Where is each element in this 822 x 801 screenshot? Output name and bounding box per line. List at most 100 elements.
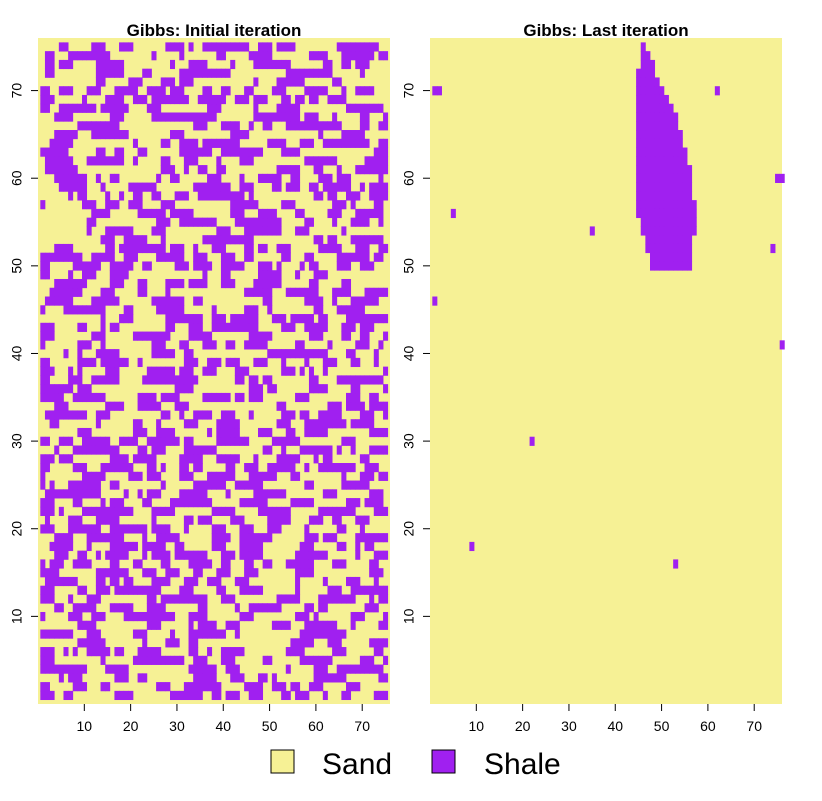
heatmap-cell-shale bbox=[650, 235, 656, 245]
heatmap-cell-shale bbox=[369, 541, 375, 552]
heatmap-cell-shale bbox=[378, 182, 384, 192]
heatmap-cell-shale bbox=[170, 200, 176, 210]
heatmap-cell-shale bbox=[211, 182, 217, 192]
heatmap-cell-shale bbox=[114, 156, 120, 166]
heatmap-cell-shale bbox=[183, 94, 189, 105]
heatmap-cell-shale bbox=[105, 682, 111, 692]
heatmap-cell-shale bbox=[230, 419, 236, 429]
heatmap-cell-shale bbox=[262, 655, 268, 665]
heatmap-cell-shale bbox=[650, 182, 656, 192]
heatmap-cell-shale bbox=[220, 585, 226, 595]
heatmap-cell-shale bbox=[645, 59, 651, 70]
heatmap-cell-shale bbox=[668, 208, 674, 219]
heatmap-cell-shale bbox=[95, 349, 101, 359]
heatmap-cell-shale bbox=[202, 121, 208, 131]
heatmap-cell-shale bbox=[128, 182, 134, 192]
heatmap-cell-shale bbox=[44, 664, 50, 674]
heatmap-cell-shale bbox=[207, 515, 213, 525]
heatmap-cell-shale bbox=[100, 340, 106, 350]
heatmap-cell-shale bbox=[109, 498, 115, 508]
heatmap-cell-shale bbox=[197, 191, 203, 201]
heatmap-cell-shale bbox=[82, 384, 88, 394]
heatmap-cell-shale bbox=[123, 550, 129, 560]
heatmap-cell-shale bbox=[91, 629, 97, 639]
heatmap-cell-shale bbox=[373, 559, 379, 569]
heatmap-cell-shale bbox=[40, 200, 46, 210]
heatmap-cell-shale bbox=[202, 445, 208, 455]
heatmap-cell-shale bbox=[86, 620, 92, 630]
heatmap-cell-shale bbox=[211, 138, 217, 148]
heatmap-cell-shale bbox=[369, 533, 375, 543]
heatmap-cell-shale bbox=[225, 427, 231, 438]
heatmap-cell-shale bbox=[40, 147, 46, 157]
heatmap-cell-shale bbox=[193, 243, 199, 254]
heatmap-cell-shale bbox=[109, 506, 115, 516]
heatmap-cell-shale bbox=[239, 480, 245, 490]
heatmap-cell-shale bbox=[369, 375, 375, 385]
heatmap-cell-shale bbox=[137, 357, 143, 368]
heatmap-cell-shale bbox=[234, 261, 240, 271]
heatmap-cell-shale bbox=[299, 287, 305, 297]
heatmap-cell-shale bbox=[308, 182, 314, 192]
heatmap-cell-shale bbox=[332, 182, 338, 192]
heatmap-cell-shale bbox=[276, 270, 282, 280]
heatmap-cell-shale bbox=[197, 673, 203, 683]
heatmap-cell-shale bbox=[369, 638, 375, 648]
heatmap-cell-shale bbox=[308, 498, 314, 508]
heatmap-cell-shale bbox=[58, 410, 64, 420]
heatmap-cell-shale bbox=[369, 585, 375, 595]
heatmap-cell-shale bbox=[49, 541, 55, 552]
heatmap-cell-shale bbox=[248, 559, 254, 569]
heatmap-cell-shale bbox=[216, 156, 222, 166]
heatmap-cell-shale bbox=[290, 559, 296, 569]
heatmap-cell-shale bbox=[332, 401, 338, 411]
heatmap-cell-shale bbox=[49, 647, 55, 657]
heatmap-cell-shale bbox=[202, 515, 208, 525]
heatmap-cell-shale bbox=[322, 322, 328, 332]
heatmap-cell-shale bbox=[156, 366, 162, 376]
heatmap-cell-shale bbox=[230, 506, 236, 516]
heatmap-cell-shale bbox=[174, 594, 180, 604]
heatmap-cell-shale bbox=[295, 682, 301, 692]
heatmap-cell-shale bbox=[234, 138, 240, 148]
heatmap-cell-shale bbox=[327, 620, 333, 630]
heatmap-cell-shale bbox=[77, 252, 83, 262]
heatmap-cell-shale bbox=[44, 410, 50, 420]
heatmap-cell-shale bbox=[318, 427, 324, 438]
heatmap-cell-shale bbox=[119, 103, 125, 113]
heatmap-cell-shale bbox=[137, 331, 143, 341]
heatmap-cell-shale bbox=[211, 682, 217, 692]
heatmap-cell-shale bbox=[40, 392, 46, 403]
heatmap-cell-shale bbox=[318, 314, 324, 324]
heatmap-cell-shale bbox=[359, 655, 365, 665]
heatmap-cell-shale bbox=[82, 270, 88, 280]
heatmap-cell-shale bbox=[202, 278, 208, 289]
heatmap-cell-shale bbox=[659, 112, 665, 122]
heatmap-cell-shale bbox=[285, 559, 291, 569]
heatmap-cell-shale bbox=[77, 278, 83, 289]
heatmap-cell-shale bbox=[253, 147, 259, 157]
heatmap-cell-shale bbox=[197, 682, 203, 692]
heatmap-cell-shale bbox=[119, 147, 125, 157]
heatmap-cell-shale bbox=[188, 331, 194, 341]
heatmap-cell-shale bbox=[369, 489, 375, 499]
heatmap-cell-shale bbox=[49, 252, 55, 262]
heatmap-cell-shale bbox=[160, 296, 166, 306]
heatmap-cell-shale bbox=[295, 349, 301, 359]
heatmap-cell-shale bbox=[170, 436, 176, 446]
heatmap-cell-shale bbox=[160, 165, 166, 175]
heatmap-cell-shale bbox=[290, 42, 296, 52]
heatmap-cell-shale bbox=[383, 638, 389, 648]
heatmap-cell-shale bbox=[640, 217, 646, 227]
heatmap-cell-shale bbox=[327, 340, 333, 350]
heatmap-cell-shale bbox=[179, 489, 185, 499]
heatmap-cell-shale bbox=[86, 603, 92, 613]
heatmap-cell-shale bbox=[132, 191, 138, 201]
heatmap-cell-shale bbox=[290, 147, 296, 157]
heatmap-cell-shale bbox=[369, 51, 375, 61]
heatmap-cell-shale bbox=[225, 147, 231, 157]
heatmap-cell-shale bbox=[91, 42, 97, 52]
heatmap-cell-shale bbox=[322, 445, 328, 455]
heatmap-cell-shale bbox=[109, 515, 115, 525]
heatmap-cell-shale bbox=[119, 568, 125, 578]
